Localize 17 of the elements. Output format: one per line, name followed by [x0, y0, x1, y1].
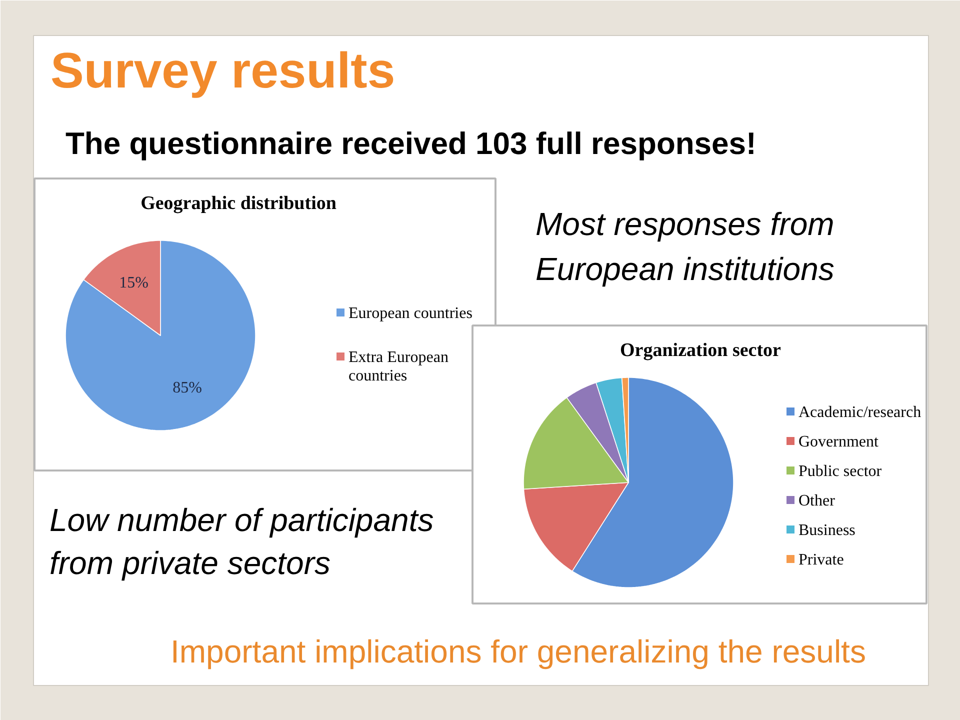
legend-label: Academic/research — [798, 404, 922, 421]
legend-label: Business — [798, 522, 856, 539]
text: Most responses from European institutions — [536, 206, 834, 287]
legend-label: Other — [798, 492, 836, 510]
data-label: 85% — [172, 379, 202, 396]
text: Survey results — [50, 42, 396, 98]
chart-title: Organization sector — [620, 340, 782, 361]
legend-label: Government — [798, 434, 880, 450]
text: The questionnaire received 103 full responses! — [66, 126, 756, 161]
legend-label: European countries — [348, 305, 472, 322]
data-label: 15% — [119, 274, 148, 292]
text: Low number of participants from private sectors — [50, 502, 434, 582]
legend-label: Private — [798, 552, 844, 568]
legend-label: Public sector — [798, 463, 882, 480]
legend-label: Extra European countries — [348, 349, 448, 384]
chart-title: Geographic distribution — [140, 193, 337, 214]
text: Important implications for generalizing the results — [170, 634, 866, 670]
